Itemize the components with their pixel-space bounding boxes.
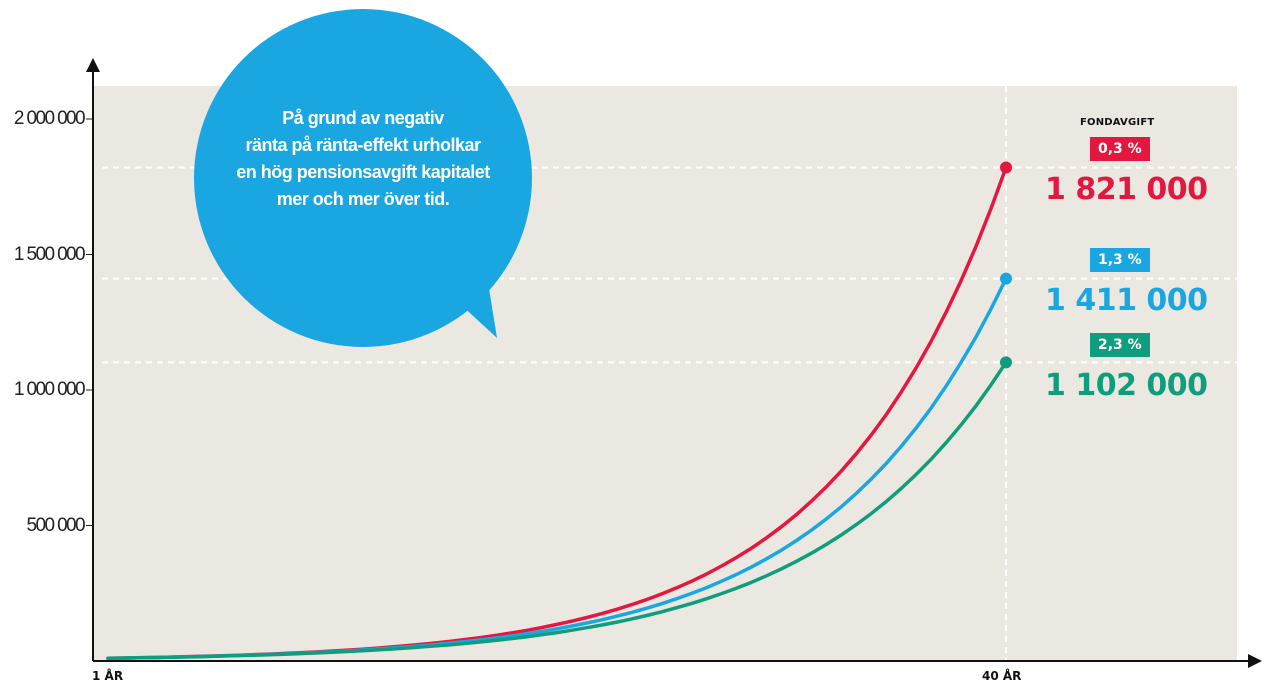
end-value-1-3: 1 411 000 bbox=[1045, 283, 1208, 318]
series-end-point bbox=[1000, 356, 1012, 369]
y-axis-arrow-icon bbox=[86, 58, 100, 72]
series-line bbox=[106, 360, 1008, 661]
speech-bubble bbox=[194, 9, 532, 347]
legend-title: FONDAVGIFT bbox=[1080, 117, 1155, 128]
annotation-bubble-text: På grund av negativ ränta på ränta-effek… bbox=[196, 105, 530, 213]
annotation-line: mer och mer över tid. bbox=[276, 189, 450, 209]
series-end-point bbox=[1000, 161, 1012, 174]
annotation-line: ränta på ränta-effekt urholkar bbox=[245, 135, 481, 155]
x-tick-label-start: 1 ÅR bbox=[92, 669, 124, 683]
y-tick-label: 500 000 bbox=[26, 514, 86, 536]
x-tick-label-end: 40 ÅR bbox=[982, 669, 1022, 683]
end-value-0-3: 1 821 000 bbox=[1045, 172, 1208, 207]
annotation-line: en hög pensionsavgift kapitalet bbox=[236, 162, 490, 182]
y-tick-label: 1 000 000 bbox=[13, 379, 86, 400]
y-tick-label: 2 000 000 bbox=[13, 108, 86, 129]
x-axis-arrow-icon bbox=[1248, 654, 1262, 668]
annotation-line: På grund av negativ bbox=[282, 108, 444, 128]
end-value-2-3: 1 102 000 bbox=[1045, 368, 1208, 403]
series-end-point bbox=[1000, 272, 1012, 285]
fee-badge-1-3: 1,3 % bbox=[1090, 248, 1150, 272]
y-tick-label: 1 500 000 bbox=[13, 243, 86, 265]
fee-badge-0-3: 0,3 % bbox=[1090, 137, 1150, 161]
fee-badge-2-3: 2,3 % bbox=[1090, 333, 1150, 357]
